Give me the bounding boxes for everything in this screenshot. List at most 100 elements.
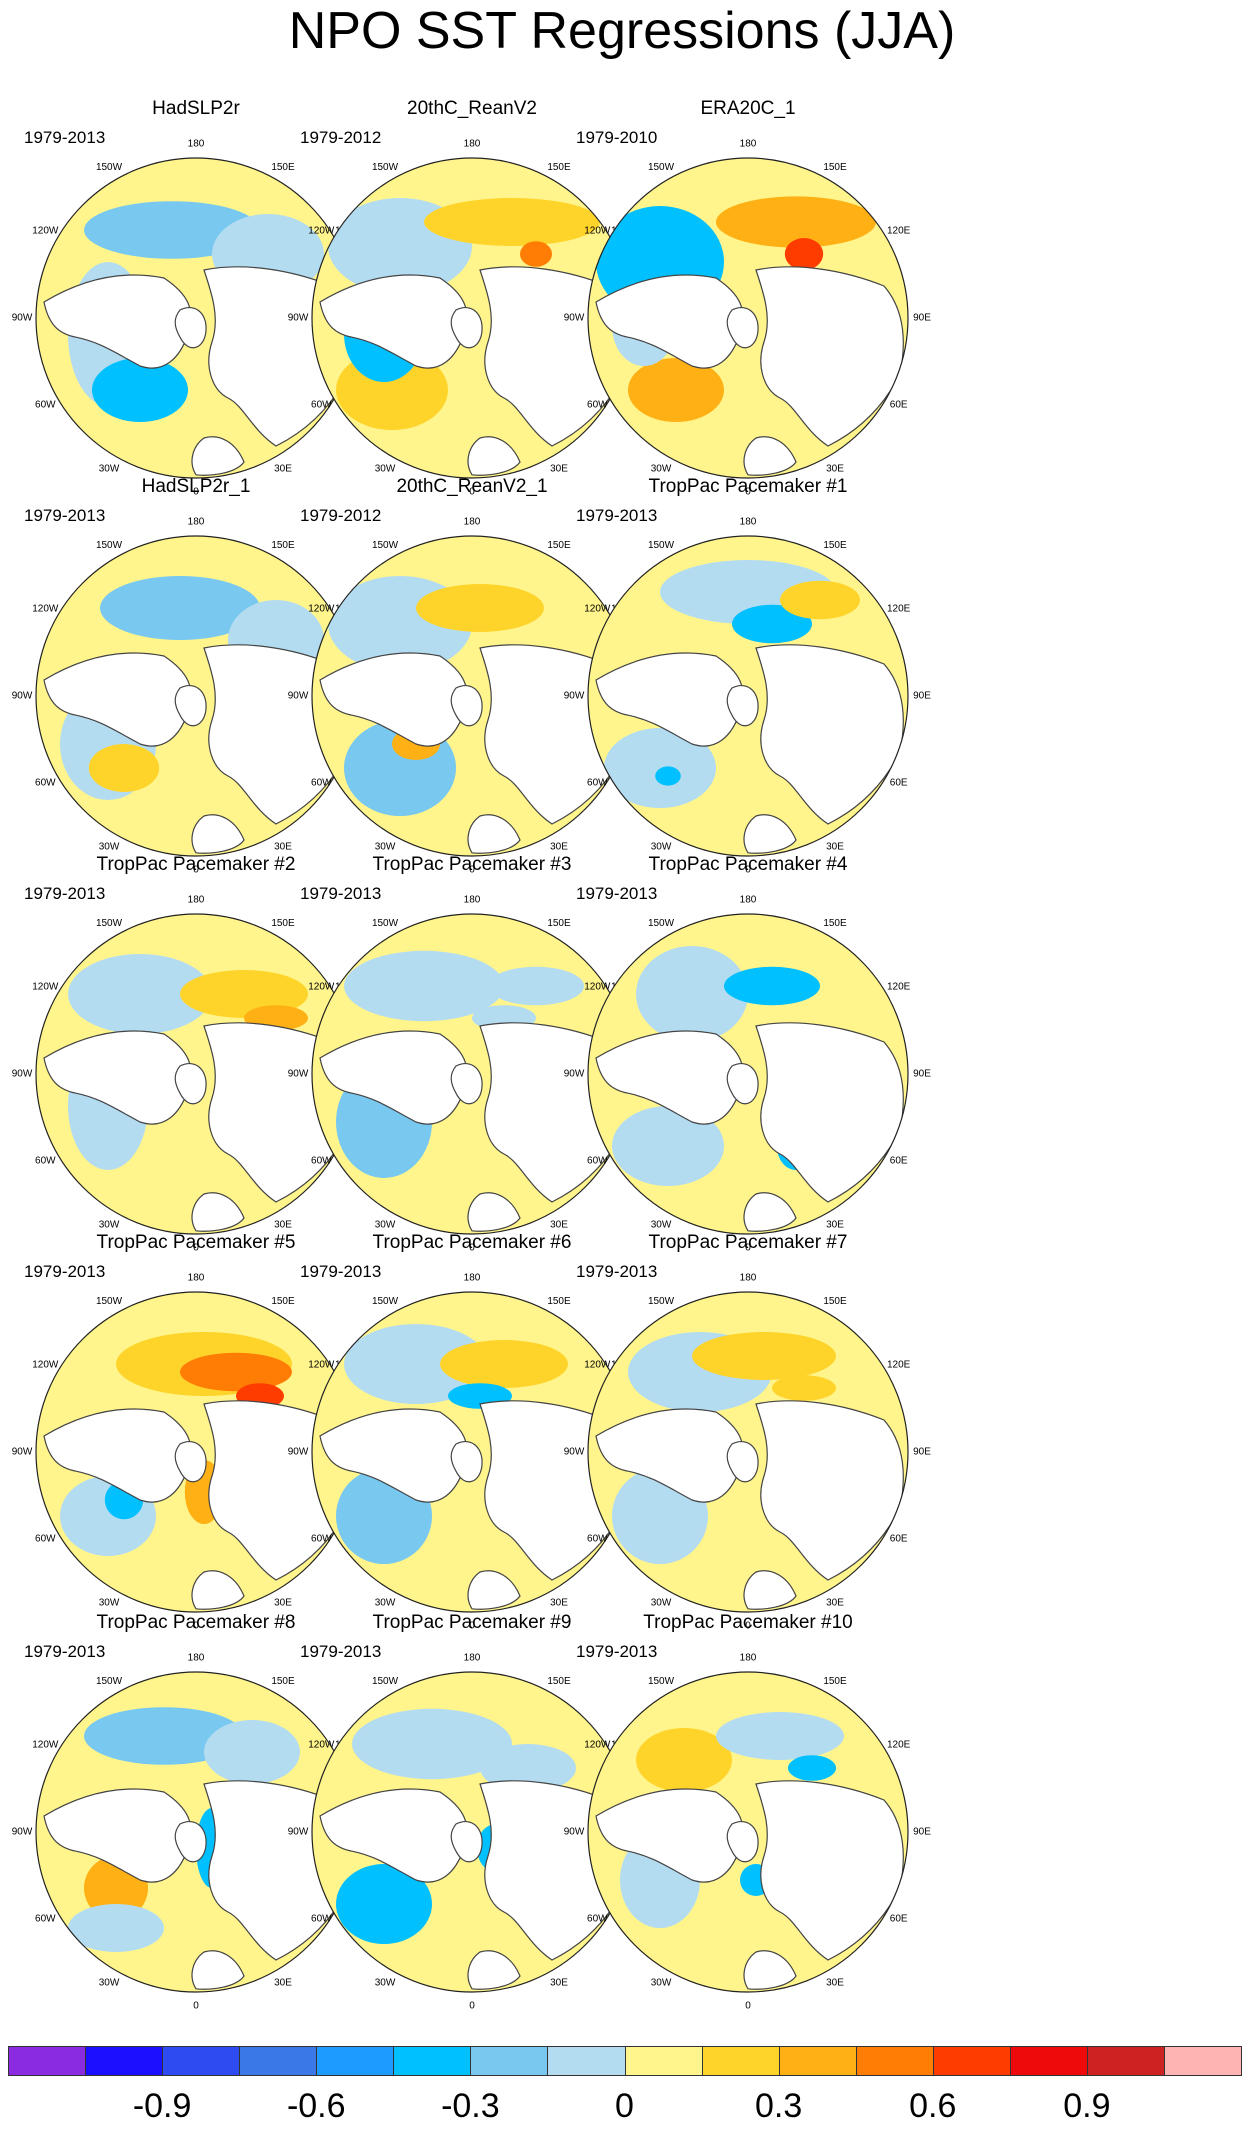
land-mass [43, 1030, 192, 1125]
longitude-label: 60W [35, 1914, 56, 1925]
sst-anomaly-region [636, 946, 748, 1042]
longitude-label: 180 [464, 1653, 481, 1664]
map-panel: TropPac Pacemaker #31979-2013180150E120E… [282, 854, 662, 1254]
colorbar-swatch [1009, 2046, 1088, 2076]
longitude-label: 90W [564, 1447, 585, 1458]
colorbar-swatch [162, 2046, 241, 2076]
sst-anomaly-region [612, 1106, 724, 1186]
longitude-label: 180 [188, 139, 205, 150]
longitude-label: 120W [308, 226, 335, 237]
longitude-label: 150W [648, 540, 675, 551]
land-mass [726, 1441, 759, 1483]
longitude-label: 90E [913, 691, 931, 702]
longitude-label: 150W [96, 1296, 123, 1307]
longitude-label: 120W [584, 604, 611, 615]
sst-anomaly-region [716, 196, 876, 248]
map-panel: ERA20C_1 1979-2010 180 150E 120E 90E 60E 30E 0 30… [558, 98, 938, 498]
panel-title: ERA20C_1 [700, 98, 796, 119]
longitude-label: 0 [745, 487, 751, 498]
land-mass [450, 1063, 483, 1105]
sst-anomaly-region [344, 950, 504, 1022]
longitude-label: 0 [469, 487, 475, 498]
longitude-label: 150W [372, 918, 399, 929]
colorbar-swatch [8, 2046, 87, 2076]
colorbar-swatch [316, 2046, 395, 2076]
longitude-label: 30W [375, 1219, 396, 1230]
longitude-label: 120W [308, 1360, 335, 1371]
land-mass [595, 652, 744, 747]
longitude-label: 150E [271, 918, 295, 929]
longitude-label: 30E [550, 463, 568, 474]
land-mass [743, 1950, 797, 1990]
longitude-label: 90W [288, 1069, 309, 1080]
longitude-label: 150W [648, 162, 675, 173]
longitude-label: 150E [823, 1676, 847, 1687]
panel-title: TropPac Pacemaker #2 [96, 854, 296, 875]
panel-title: HadSLP2r [152, 98, 240, 119]
panel-title: TropPac Pacemaker #9 [372, 1612, 572, 1633]
map-panel: HadSLP2r1979-2013180150E120E90E60E30E030… [6, 98, 386, 498]
map-boundary [587, 1291, 909, 1613]
sst-anomaly-region [416, 584, 544, 632]
sst-anomaly-region [692, 1332, 836, 1380]
longitude-label: 120W [32, 604, 59, 615]
longitude-label: 120W [308, 982, 335, 993]
land-mass [174, 1441, 207, 1483]
longitude-label: 30W [651, 1977, 672, 1988]
land-mass [755, 1780, 904, 1961]
land-mass [450, 685, 483, 727]
longitude-label: 30W [99, 1977, 120, 1988]
longitude-label: 150W [372, 1296, 399, 1307]
longitude-label: 150W [96, 162, 123, 173]
panel-title: TropPac Pacemaker #8 [96, 1612, 296, 1633]
figure-title: NPO SST Regressions (JJA) [288, 2, 956, 60]
longitude-label: 120E [887, 1740, 911, 1751]
panel-title: TropPac Pacemaker #10 [643, 1612, 853, 1633]
longitude-label: 30W [375, 1597, 396, 1608]
colorbar-swatch [932, 2046, 1011, 2076]
sst-anomaly-region [204, 1720, 300, 1784]
sst-anomaly-region [68, 1904, 164, 1952]
longitude-label: 30W [99, 463, 120, 474]
colorbar-swatch [239, 2046, 318, 2076]
longitude-label: 30W [99, 1219, 120, 1230]
land-mass [743, 1192, 797, 1232]
land-mass [726, 307, 759, 349]
land-mass [191, 1950, 245, 1990]
longitude-label: 60W [311, 1914, 332, 1925]
longitude-label: 30E [274, 1597, 292, 1608]
longitude-label: 60E [890, 1534, 908, 1545]
longitude-label: 90W [12, 691, 33, 702]
panel-title: 20thC_ReanV2 [407, 98, 537, 119]
land-mass [467, 436, 521, 476]
sst-anomaly-region [636, 1728, 732, 1792]
colorbar-tick-label: -0.9 [132, 2087, 192, 2125]
longitude-label: 150W [648, 1676, 675, 1687]
longitude-label: 90W [12, 1827, 33, 1838]
longitude-label: 60E [890, 400, 908, 411]
land-mass [450, 1821, 483, 1863]
longitude-label: 90W [288, 691, 309, 702]
longitude-label: 30E [274, 463, 292, 474]
panel-title: 20thC_ReanV2_1 [396, 476, 548, 497]
longitude-label: 60W [587, 400, 608, 411]
longitude-label: 150E [823, 540, 847, 551]
map-panel: TropPac Pacemaker #4 1979-2013 180 150E 120E… [558, 854, 938, 1254]
longitude-label: 90W [12, 1069, 33, 1080]
sst-anomaly-region [724, 966, 820, 1006]
longitude-label: 0 [193, 487, 199, 498]
longitude-label: 150W [648, 1296, 675, 1307]
longitude-label: 30E [826, 463, 844, 474]
longitude-label: 60E [890, 1914, 908, 1925]
land-mass [319, 274, 468, 369]
longitude-label: 180 [464, 139, 481, 150]
longitude-label: 0 [745, 1621, 751, 1632]
longitude-label: 0 [745, 1243, 751, 1254]
longitude-label: 30E [826, 1597, 844, 1608]
longitude-label: 120E [887, 1360, 911, 1371]
colorbar-swatch [547, 2046, 626, 2076]
sst-anomaly-region [716, 1712, 844, 1760]
